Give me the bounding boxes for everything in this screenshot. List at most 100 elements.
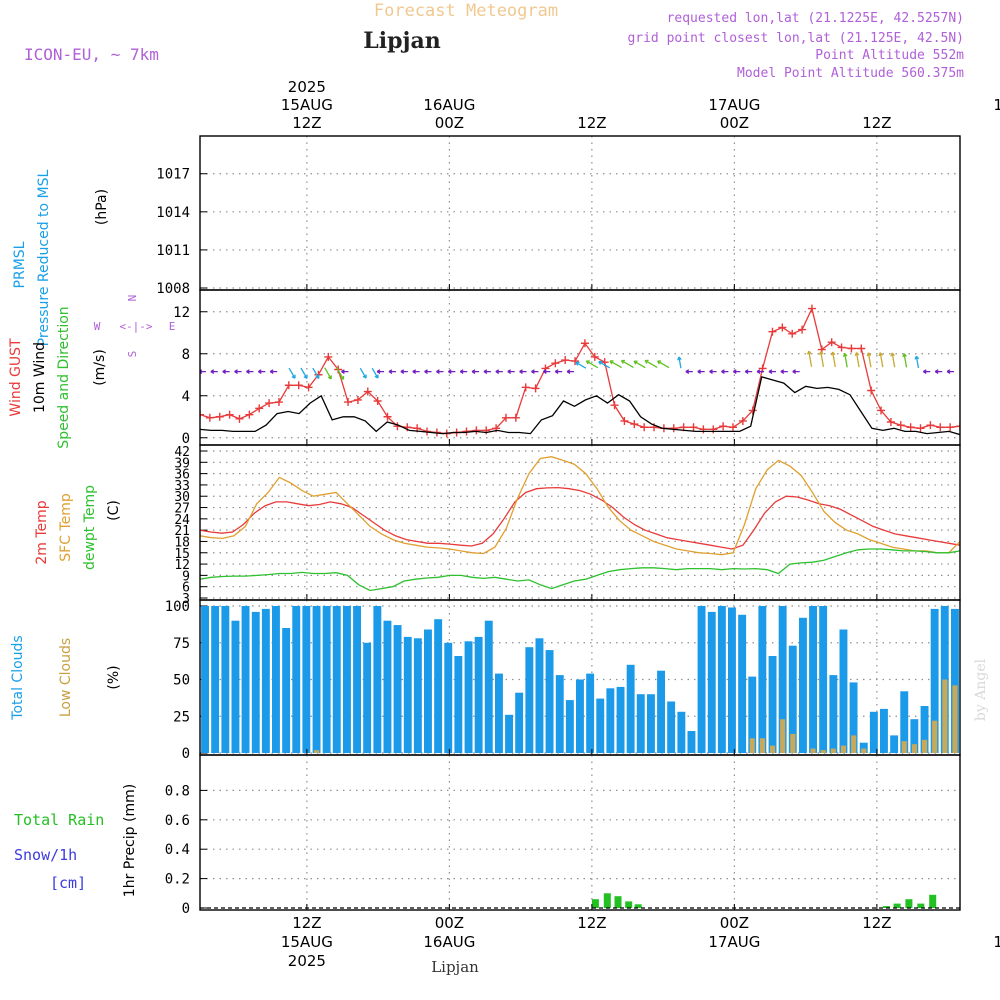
cloud-bar-total-50 — [707, 611, 716, 753]
panel-frame-pressure — [199, 135, 961, 291]
gust-point-8 — [274, 398, 283, 407]
gust-point-77 — [956, 422, 960, 431]
gust-point-18 — [373, 397, 382, 405]
label-cloud-0: Total Clouds — [10, 635, 26, 720]
top-tick-label-3-1: 00Z — [720, 114, 749, 132]
cloud-bar-total-41 — [616, 686, 625, 753]
top-tick-label-0-1: 15AUG — [281, 96, 333, 114]
wind-arrow-54 — [842, 352, 848, 368]
cloud-bar-low-65 — [861, 748, 867, 753]
gust-point-44 — [630, 420, 639, 429]
gust-point-56 — [748, 406, 757, 415]
gust-point-11 — [304, 383, 313, 392]
gust-point-5 — [245, 410, 254, 419]
wind-arrow-57 — [878, 352, 884, 368]
gust-point-68 — [867, 386, 876, 395]
wind-arrow-4 — [246, 369, 254, 374]
bottom-tick-label-5-1: 18AUG — [993, 933, 1000, 951]
gust-point-75 — [936, 423, 945, 432]
rain-bar-0 — [591, 899, 599, 908]
cloud-bar-total-51 — [717, 606, 726, 753]
wind-arrow-27 — [519, 369, 527, 374]
wind-arrow-3 — [234, 369, 242, 374]
ytick-label-temperature-1: 6 — [182, 581, 190, 596]
gust-point-59 — [778, 323, 787, 332]
label-hpa: (hPa) — [94, 189, 110, 225]
cloud-bar-total-1 — [211, 606, 220, 753]
ytick-label-pressure-3: 1017 — [156, 167, 190, 183]
gust-point-1 — [205, 413, 214, 422]
cloud-bar-total-61 — [819, 606, 828, 753]
cloud-bar-total-66 — [869, 711, 878, 753]
ytick-label-temperature-9: 30 — [174, 490, 190, 505]
gust-point-76 — [946, 423, 955, 432]
wind-arrow-63 — [946, 369, 955, 374]
label-wind-3: (m/s) — [92, 349, 108, 386]
gust-point-39 — [580, 339, 589, 348]
gust-point-45 — [640, 423, 649, 432]
top-tick-label-0-2: 12Z — [292, 114, 321, 132]
gust-point-60 — [788, 329, 797, 338]
cloud-bar-total-69 — [900, 691, 909, 753]
gust-point-74 — [926, 421, 935, 430]
bottom-tick-label-4-0: 12Z — [862, 914, 891, 932]
ytick-label-precip-4: 0.8 — [165, 783, 190, 799]
wind-arrow-51 — [806, 350, 813, 367]
credit-watermark: by Angel — [973, 658, 989, 721]
wind-arrow-44 — [721, 369, 729, 374]
ytick-label-clouds-3: 75 — [173, 636, 190, 652]
cloud-bar-total-0 — [201, 606, 209, 753]
wind-arrow-46 — [744, 369, 753, 374]
cloud-bar-total-11 — [312, 606, 321, 753]
cloud-bar-low-71 — [922, 739, 928, 753]
cloud-bar-total-31 — [515, 692, 524, 753]
wind-arrow-6 — [269, 369, 278, 374]
plot-temperature — [200, 456, 960, 592]
rain-bar-9 — [929, 894, 937, 908]
cloud-bar-total-5 — [251, 611, 260, 753]
wind-arrow-33 — [585, 360, 599, 369]
ytick-label-temperature-3: 12 — [174, 558, 190, 573]
cloud-bar-total-12 — [322, 606, 331, 753]
gust-point-48 — [669, 424, 678, 433]
cloud-bar-total-55 — [758, 606, 767, 753]
ytick-label-temperature-0: 3 — [182, 592, 190, 607]
cloud-bar-total-46 — [667, 701, 676, 753]
ytick-label-temperature-8: 27 — [174, 502, 190, 517]
ytick-label-wind-2: 8 — [182, 347, 190, 363]
gust-point-67 — [857, 344, 866, 353]
panel-pressure: 1008 1011 1014 1017 PRMSL Pressure Reduced to… — [12, 135, 961, 346]
wind-arrow-29 — [542, 369, 551, 374]
cloud-bar-total-7 — [272, 606, 280, 753]
wind-arrow-50 — [792, 369, 800, 374]
cloud-bar-total-9 — [292, 606, 301, 753]
wind-arrow-10 — [324, 367, 332, 380]
top-tick-label-1-0: 16AUG — [423, 96, 475, 114]
cloud-bar-total-20 — [403, 636, 412, 753]
wind-arrow-58 — [890, 352, 896, 368]
wind-arrow-53 — [830, 351, 836, 368]
wind-arrow-11 — [336, 367, 345, 380]
cloud-bar-low-69 — [901, 741, 907, 753]
ytick-label-wind-3: 12 — [173, 305, 190, 321]
ytick-label-clouds-0: 0 — [182, 746, 190, 762]
gust-point-16 — [353, 395, 362, 404]
cloud-bar-total-45 — [657, 670, 665, 753]
gust-point-54 — [728, 423, 737, 432]
bottom-time-axis: 12Z15AUG202500Z16AUG12Z00Z17AUG12Z00Z18A… — [281, 914, 1000, 970]
rain-bar-7 — [905, 899, 913, 908]
wind-arrow-61 — [922, 369, 931, 374]
wind-arrow-18 — [412, 369, 420, 374]
gust-point-15 — [344, 398, 353, 407]
wind-arrow-49 — [780, 369, 788, 374]
gust-point-32 — [511, 413, 520, 422]
cloud-bar-total-28 — [484, 620, 493, 753]
cloud-bar-total-38 — [586, 673, 595, 753]
cloud-bar-total-37 — [576, 679, 584, 753]
cloud-bar-low-54 — [749, 738, 755, 753]
label-temp-0: 2m Temp — [34, 500, 50, 564]
